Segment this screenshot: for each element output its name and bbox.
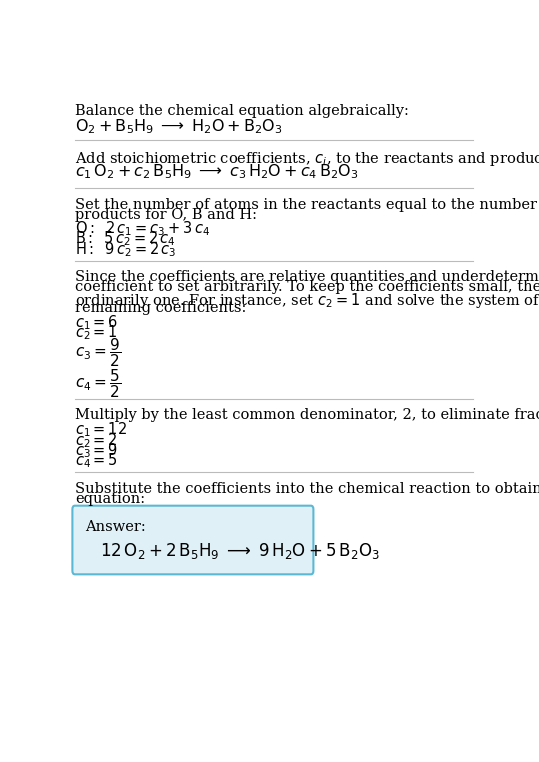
Text: $c_1 = 6$: $c_1 = 6$ xyxy=(75,313,118,332)
Text: $\mathrm{H{:}}\;\;9\,c_2 = 2\,c_3$: $\mathrm{H{:}}\;\;9\,c_2 = 2\,c_3$ xyxy=(75,240,176,258)
Text: remaining coefficients:: remaining coefficients: xyxy=(75,301,246,315)
Text: Set the number of atoms in the reactants equal to the number of atoms in the: Set the number of atoms in the reactants… xyxy=(75,197,539,212)
Text: $c_4 = 5$: $c_4 = 5$ xyxy=(75,451,118,470)
Text: $c_1 = 12$: $c_1 = 12$ xyxy=(75,421,127,440)
Text: Substitute the coefficients into the chemical reaction to obtain the balanced: Substitute the coefficients into the che… xyxy=(75,482,539,495)
Text: $\mathrm{B{:}}\;\;5\,c_2 = 2\,c_4$: $\mathrm{B{:}}\;\;5\,c_2 = 2\,c_4$ xyxy=(75,229,176,248)
Text: $c_2 = 2$: $c_2 = 2$ xyxy=(75,431,118,450)
Text: $c_3 = 9$: $c_3 = 9$ xyxy=(75,441,118,459)
Text: $\mathrm{O{:}}\;\;2\,c_1 = c_3 + 3\,c_4$: $\mathrm{O{:}}\;\;2\,c_1 = c_3 + 3\,c_4$ xyxy=(75,219,210,238)
Text: $c_2 = 1$: $c_2 = 1$ xyxy=(75,324,118,342)
Text: $c_4 = \dfrac{5}{2}$: $c_4 = \dfrac{5}{2}$ xyxy=(75,367,121,400)
Text: ordinarily one. For instance, set $c_2 = 1$ and solve the system of equations fo: ordinarily one. For instance, set $c_2 =… xyxy=(75,290,539,309)
Text: Since the coefficients are relative quantities and underdetermined, choose a: Since the coefficients are relative quan… xyxy=(75,270,539,284)
Text: Balance the chemical equation algebraically:: Balance the chemical equation algebraica… xyxy=(75,104,409,118)
Text: equation:: equation: xyxy=(75,492,145,506)
Text: coefficient to set arbitrarily. To keep the coefficients small, the arbitrary va: coefficient to set arbitrarily. To keep … xyxy=(75,280,539,294)
Text: products for O, B and H:: products for O, B and H: xyxy=(75,208,257,222)
Text: Multiply by the least common denominator, 2, to eliminate fractional coefficient: Multiply by the least common denominator… xyxy=(75,408,539,422)
Text: Add stoichiometric coefficients, $c_i$, to the reactants and products:: Add stoichiometric coefficients, $c_i$, … xyxy=(75,150,539,168)
FancyBboxPatch shape xyxy=(72,506,313,575)
Text: $12\,\mathrm{O_2} + 2\,\mathrm{B_5H_9} \;\longrightarrow\; 9\,\mathrm{H_2O} + 5\: $12\,\mathrm{O_2} + 2\,\mathrm{B_5H_9} \… xyxy=(100,542,380,562)
Text: $c_3 = \dfrac{9}{2}$: $c_3 = \dfrac{9}{2}$ xyxy=(75,336,121,369)
Text: $\mathrm{O_2} + \mathrm{B_5H_9} \;\longrightarrow\; \mathrm{H_2O} + \mathrm{B_2O: $\mathrm{O_2} + \mathrm{B_5H_9} \;\longr… xyxy=(75,117,283,136)
Text: Answer:: Answer: xyxy=(85,520,146,533)
Text: $c_1\,\mathrm{O_2} + c_2\,\mathrm{B_5H_9} \;\longrightarrow\; c_3\,\mathrm{H_2O}: $c_1\,\mathrm{O_2} + c_2\,\mathrm{B_5H_9… xyxy=(75,162,358,181)
